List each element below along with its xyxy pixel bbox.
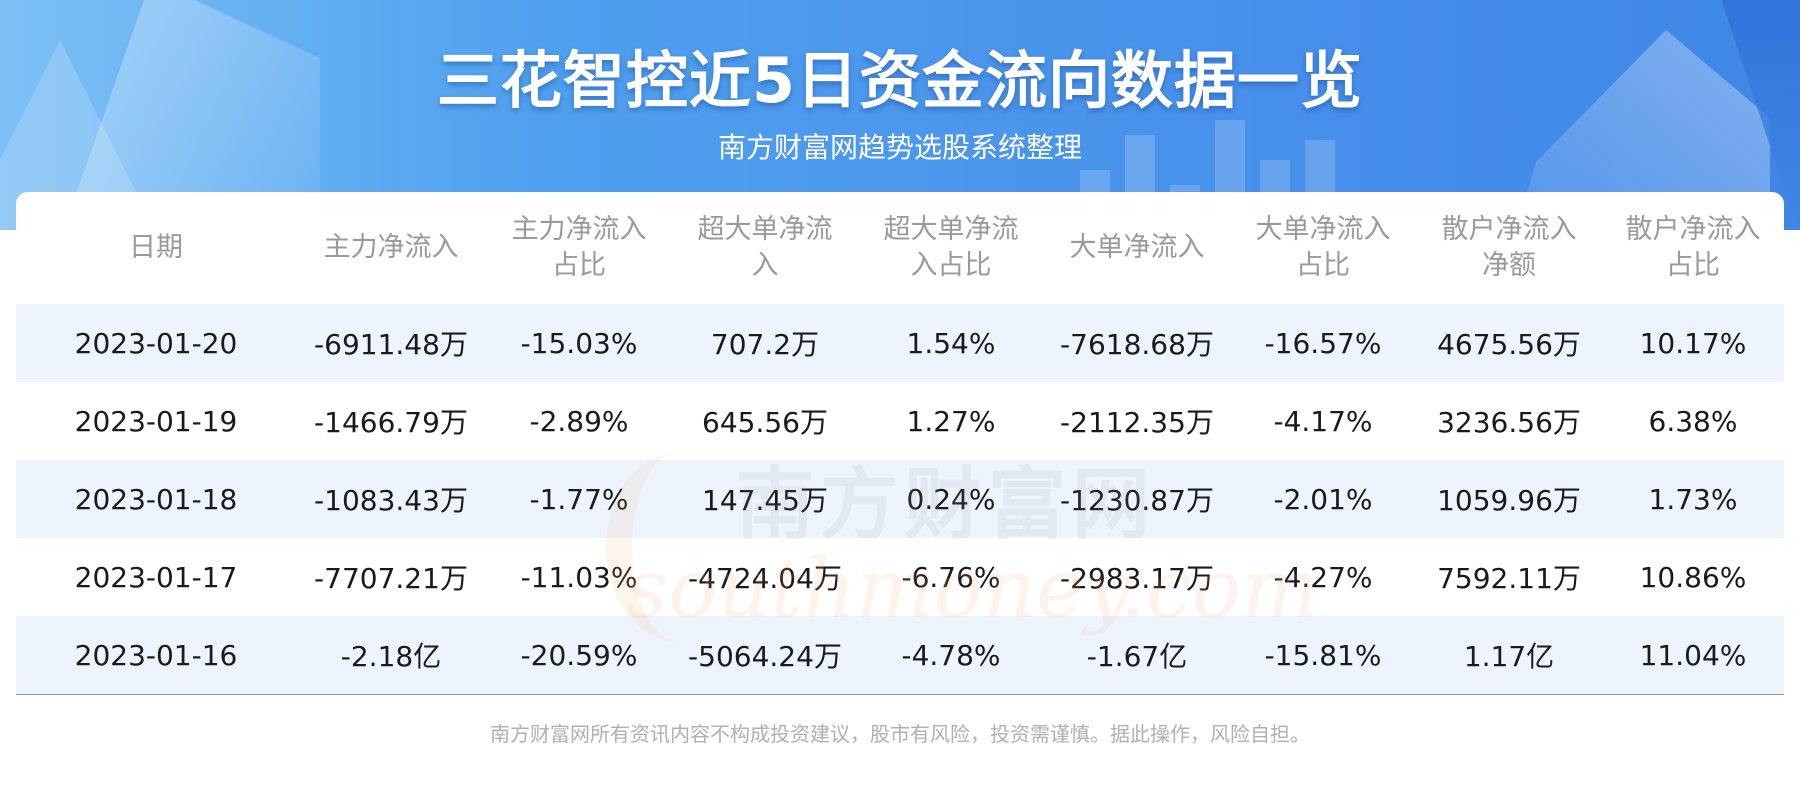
table-cell: -2112.35万: [1044, 382, 1230, 460]
table-cell: 11.04%: [1602, 616, 1784, 694]
table-cell: -5064.24万: [672, 616, 858, 694]
table-cell: 1.27%: [858, 382, 1044, 460]
column-header: 大单净流入: [1044, 192, 1230, 304]
column-header-line2: 入占比: [910, 250, 992, 281]
table-row: 2023-01-17 -7707.21万 -11.03% -4724.04万 -6.76…: [16, 538, 1784, 616]
table-cell: -4.78%: [858, 616, 1044, 694]
table-cell: -16.57%: [1230, 304, 1416, 382]
table-cell: 6.38%: [1602, 382, 1784, 460]
column-header: 超大单净流 入占比: [858, 192, 1044, 304]
table-cell: -1230.87万: [1044, 460, 1230, 538]
table-cell: 3236.56万: [1416, 382, 1602, 460]
table-cell: 1.73%: [1602, 460, 1784, 538]
column-header-line2: 占比: [1666, 250, 1720, 281]
table-row: 2023-01-19 -1466.79万 -2.89% 645.56万 1.27% -21…: [16, 382, 1784, 460]
table-cell: -6911.48万: [296, 304, 486, 382]
table-cell: -15.81%: [1230, 616, 1416, 694]
column-header-line1: 主力净流入: [323, 232, 459, 263]
column-header-line1: 日期: [129, 232, 183, 263]
table-cell: 7592.11万: [1416, 538, 1602, 616]
column-header: 主力净流入 占比: [486, 192, 672, 304]
column-header: 散户净流入 占比: [1602, 192, 1784, 304]
fund-flow-table: 日期 主力净流入 主力净流入 占比 超大单净流入超大单净流 入占比 大单净流入 大单净流入 占比…: [16, 192, 1784, 694]
table-row: 2023-01-16 -2.18亿 -20.59% -5064.24万 -4.78% -1…: [16, 616, 1784, 694]
page-title: 三花智控近5日资金流向数据一览: [436, 44, 1364, 117]
table-cell: 4675.56万: [1416, 304, 1602, 382]
table-header-row: 日期 主力净流入 主力净流入 占比 超大单净流入超大单净流 入占比 大单净流入 大单净流入 占比…: [16, 192, 1784, 304]
table-cell: -4.17%: [1230, 382, 1416, 460]
table-cell: -11.03%: [486, 538, 672, 616]
table-cell: 1.17亿: [1416, 616, 1602, 694]
table-cell: 147.45万: [672, 460, 858, 538]
column-header-line1: 主力净流入: [511, 214, 647, 245]
data-card: 日期 主力净流入 主力净流入 占比 超大单净流入超大单净流 入占比 大单净流入 大单净流入 占比…: [16, 192, 1784, 695]
table-row: 2023-01-20 -6911.48万 -15.03% 707.2万 1.54% -76…: [16, 304, 1784, 382]
table-cell: -6.76%: [858, 538, 1044, 616]
table-cell: 1059.96万: [1416, 460, 1602, 538]
column-header-line2: 占比: [552, 250, 606, 281]
table-cell: 0.24%: [858, 460, 1044, 538]
date-cell: 2023-01-16: [16, 616, 296, 694]
table-cell: -1.77%: [486, 460, 672, 538]
table-cell: -7707.21万: [296, 538, 486, 616]
column-header-line1: 超大单净流: [883, 214, 1019, 245]
column-header-line2: 净额: [1482, 250, 1536, 281]
table-cell: -1083.43万: [296, 460, 486, 538]
page-subtitle: 南方财富网趋势选股系统整理: [717, 131, 1082, 164]
table-cell: 10.86%: [1602, 538, 1784, 616]
date-cell: 2023-01-19: [16, 382, 296, 460]
column-header-line1: 散户净流入: [1625, 214, 1761, 245]
table-cell: -2.89%: [486, 382, 672, 460]
table-cell: -1.67亿: [1044, 616, 1230, 694]
column-header: 日期: [16, 192, 296, 304]
table-cell: -1466.79万: [296, 382, 486, 460]
column-header: 主力净流入: [296, 192, 486, 304]
column-header-line2: 占比: [1296, 250, 1350, 281]
table-cell: 10.17%: [1602, 304, 1784, 382]
table-cell: -15.03%: [486, 304, 672, 382]
table-cell: 645.56万: [672, 382, 858, 460]
table-cell: -2.01%: [1230, 460, 1416, 538]
table-cell: -4.27%: [1230, 538, 1416, 616]
column-header-line1: 超大单净流: [697, 214, 833, 245]
column-header: 超大单净流入: [672, 192, 858, 304]
table-cell: -2983.17万: [1044, 538, 1230, 616]
table-cell: -2.18亿: [296, 616, 486, 694]
column-header-line1: 散户净流入: [1441, 214, 1577, 245]
table-cell: 707.2万: [672, 304, 858, 382]
column-header-line2: 入: [751, 250, 779, 281]
column-header: 散户净流入 净额: [1416, 192, 1602, 304]
table-row: 2023-01-18 -1083.43万 -1.77% 147.45万 0.24% -12…: [16, 460, 1784, 538]
disclaimer: 南方财富网所有资讯内容不构成投资建议，股市有风险，投资需谨慎。据此操作，风险自担…: [490, 722, 1310, 746]
column-header-line1: 大单净流入: [1255, 214, 1391, 245]
column-header-line1: 大单净流入: [1069, 232, 1205, 263]
column-header: 大单净流入 占比: [1230, 192, 1416, 304]
date-cell: 2023-01-20: [16, 304, 296, 382]
table-cell: -7618.68万: [1044, 304, 1230, 382]
date-cell: 2023-01-18: [16, 460, 296, 538]
date-cell: 2023-01-17: [16, 538, 296, 616]
table-cell: -20.59%: [486, 616, 672, 694]
table-cell: -4724.04万: [672, 538, 858, 616]
table-cell: 1.54%: [858, 304, 1044, 382]
